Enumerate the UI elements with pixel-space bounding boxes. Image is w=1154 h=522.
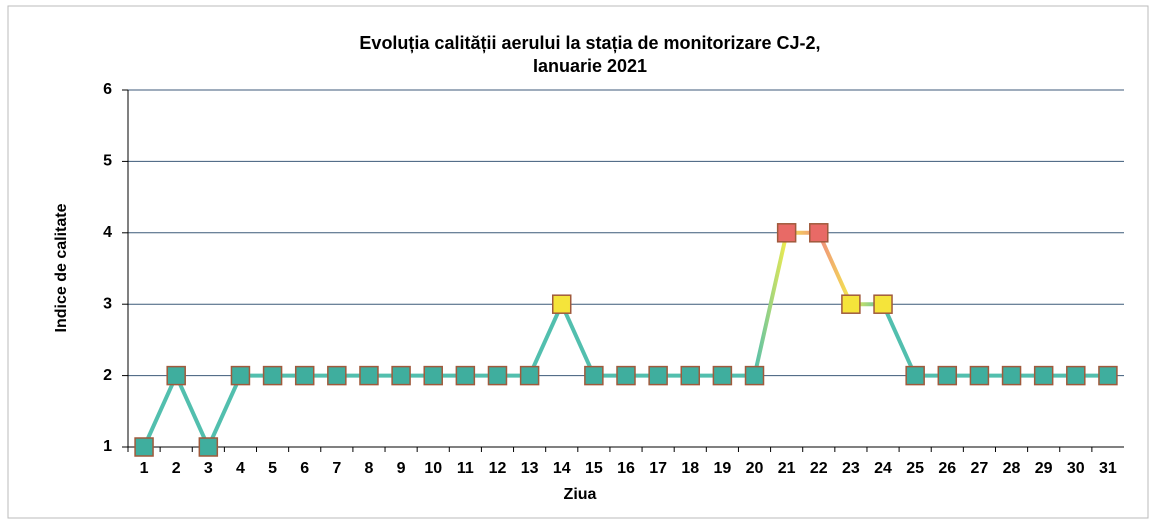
marker xyxy=(969,365,990,386)
x-tick-label: 30 xyxy=(1067,460,1085,477)
x-tick-label: 29 xyxy=(1035,460,1053,477)
marker xyxy=(648,365,668,386)
line-segment xyxy=(559,303,596,377)
y-tick-label: 4 xyxy=(103,224,112,241)
line-segment xyxy=(881,303,917,377)
y-tick-label: 2 xyxy=(103,367,112,384)
x-tick-label: 17 xyxy=(649,460,667,477)
marker xyxy=(809,223,829,243)
marker xyxy=(841,294,861,314)
x-tick-label: 18 xyxy=(681,460,699,477)
marker xyxy=(519,365,540,386)
x-tick-label: 31 xyxy=(1099,460,1117,477)
marker xyxy=(423,365,443,386)
x-tick-label: 12 xyxy=(489,460,507,477)
x-tick-label: 23 xyxy=(842,460,860,477)
x-tick-label: 28 xyxy=(1003,460,1021,477)
marker xyxy=(1001,365,1022,386)
x-tick-label: 9 xyxy=(397,460,406,477)
x-tick-label: 21 xyxy=(778,460,796,477)
marker xyxy=(776,223,797,243)
marker xyxy=(744,365,765,386)
marker xyxy=(1066,365,1086,386)
x-tick-label: 1 xyxy=(140,460,149,477)
marker xyxy=(905,365,925,386)
marker xyxy=(294,365,315,386)
x-tick-label: 24 xyxy=(874,460,892,477)
y-tick-label: 6 xyxy=(103,81,112,98)
x-tick-label: 20 xyxy=(746,460,764,477)
chart-title: Evoluția calității aerului la stația de … xyxy=(359,33,820,53)
marker xyxy=(455,365,476,386)
marker xyxy=(391,365,411,386)
y-axis-label: Indice de calitate xyxy=(53,203,70,332)
marker xyxy=(712,365,733,386)
line-segment xyxy=(174,374,211,448)
x-tick-label: 6 xyxy=(300,460,309,477)
line-segment xyxy=(206,374,243,448)
marker xyxy=(359,365,379,386)
chart-frame xyxy=(7,5,1149,519)
x-tick-label: 19 xyxy=(713,460,731,477)
x-tick-label: 25 xyxy=(906,460,924,477)
marker xyxy=(873,294,893,314)
marker xyxy=(680,365,701,386)
x-axis-label: Ziua xyxy=(564,486,597,503)
x-tick-label: 8 xyxy=(365,460,374,477)
marker xyxy=(487,365,508,386)
x-tick-label: 26 xyxy=(938,460,956,477)
marker xyxy=(551,294,572,314)
x-tick-label: 15 xyxy=(585,460,603,477)
x-tick-label: 16 xyxy=(617,460,635,477)
line-segment xyxy=(527,303,564,377)
x-tick-label: 7 xyxy=(332,460,341,477)
y-tick-label: 3 xyxy=(103,295,112,312)
marker xyxy=(584,365,604,386)
marker xyxy=(198,437,219,457)
x-tick-label: 2 xyxy=(172,460,181,477)
x-tick-label: 27 xyxy=(971,460,989,477)
marker xyxy=(327,365,347,386)
x-tick-label: 3 xyxy=(204,460,213,477)
marker xyxy=(230,365,251,386)
line-segment xyxy=(752,232,789,377)
x-tick-label: 13 xyxy=(521,460,539,477)
marker xyxy=(166,365,186,386)
marker xyxy=(262,365,283,386)
y-tick-label: 5 xyxy=(103,153,112,170)
x-tick-label: 4 xyxy=(236,460,245,477)
marker xyxy=(1098,365,1118,386)
x-tick-label: 22 xyxy=(810,460,828,477)
marker xyxy=(616,365,636,386)
chart-subtitle: Ianuarie 2021 xyxy=(533,56,647,76)
marker xyxy=(1033,365,1054,386)
marker xyxy=(134,437,154,457)
x-tick-label: 14 xyxy=(553,460,571,477)
x-tick-label: 5 xyxy=(268,460,277,477)
y-tick-label: 1 xyxy=(103,438,112,455)
line-segment xyxy=(142,374,179,448)
x-tick-label: 11 xyxy=(457,460,474,477)
marker xyxy=(937,365,958,386)
line-segment xyxy=(816,231,853,306)
x-tick-label: 10 xyxy=(424,460,442,477)
